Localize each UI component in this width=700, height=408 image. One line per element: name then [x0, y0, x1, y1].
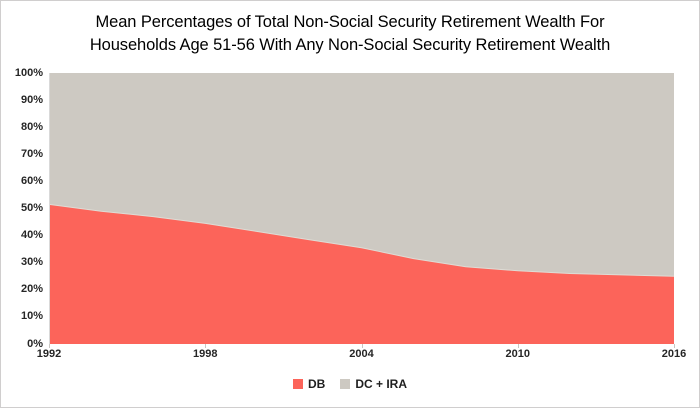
y-axis-tick-label: 0%	[27, 337, 43, 350]
y-axis-tick-label: 70%	[20, 147, 43, 160]
x-axis-tick-mark	[674, 344, 675, 348]
legend-item: DB	[292, 377, 326, 391]
x-axis-tick-mark	[362, 344, 363, 348]
x-axis-tick-label: 1998	[193, 348, 218, 360]
legend-swatch-icon	[292, 379, 303, 389]
legend-label: DC + IRA	[355, 377, 408, 391]
y-axis-tick-label: 90%	[20, 93, 43, 106]
chart-title: Mean Percentages of Total Non-Social Sec…	[1, 11, 699, 57]
db-area	[49, 204, 674, 344]
legend-swatch-icon	[340, 379, 351, 389]
db-boundary-line	[49, 203, 674, 277]
x-axis-tick-mark	[205, 344, 206, 348]
chart-title-line-1: Mean Percentages of Total Non-Social Sec…	[95, 13, 605, 31]
x-axis-tick-label: 2004	[349, 348, 374, 360]
x-axis-tick-mark	[518, 344, 519, 348]
x-axis-tick-label: 1992	[36, 348, 62, 360]
y-axis-tick-label: 20%	[20, 283, 43, 296]
x-axis-tick-label: 2016	[661, 348, 687, 360]
y-axis-tick-label: 30%	[20, 256, 43, 269]
x-axis-tick-label: 2010	[505, 348, 530, 360]
y-axis-tick-label: 10%	[20, 310, 43, 323]
legend-label: DB	[307, 377, 326, 391]
plot-area	[49, 73, 674, 344]
y-axis-tick-label: 80%	[20, 120, 43, 133]
x-axis-tick-mark	[49, 344, 50, 348]
legend: DB DC + IRA	[1, 377, 699, 391]
y-axis-tick-label: 60%	[20, 174, 43, 187]
y-axis-tick-label: 50%	[20, 202, 43, 214]
y-axis-tick-label: 100%	[14, 66, 43, 79]
chart-title-line-2: Households Age 51-56 With Any Non-Social…	[89, 36, 611, 54]
y-axis-tick-label: 40%	[20, 229, 43, 242]
legend-item: DC + IRA	[340, 377, 407, 391]
